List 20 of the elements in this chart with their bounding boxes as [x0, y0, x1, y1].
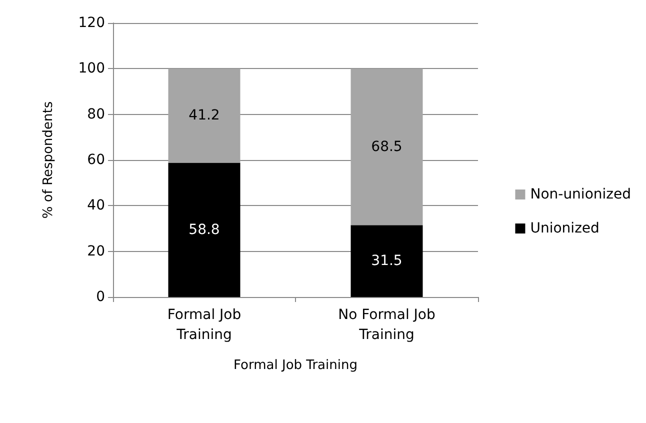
legend-label: Non-unionized: [530, 186, 632, 202]
y-tick-label: 80: [87, 106, 105, 122]
y-tick-label: 60: [87, 152, 105, 168]
legend-label: Unionized: [530, 220, 600, 236]
x-axis-title: Formal Job Training: [234, 358, 358, 373]
y-tick-label: 120: [78, 15, 105, 31]
bar: [168, 162, 240, 297]
bar: [350, 225, 423, 297]
y-tick-label: 40: [87, 198, 105, 214]
bar: [168, 68, 240, 163]
data-label: 31.5: [371, 253, 402, 270]
data-label: 41.2: [188, 108, 220, 124]
y-tick-label: 20: [87, 243, 105, 260]
bar: [350, 68, 423, 226]
data-label: 68.5: [371, 138, 402, 155]
x-tick-label: No Formal Job Training: [338, 307, 436, 343]
data-label: 58.8: [188, 222, 220, 238]
y-tick-label: 0: [96, 289, 105, 305]
y-axis-title: % of Respondents: [41, 101, 56, 219]
y-tick-label: 100: [78, 60, 105, 77]
